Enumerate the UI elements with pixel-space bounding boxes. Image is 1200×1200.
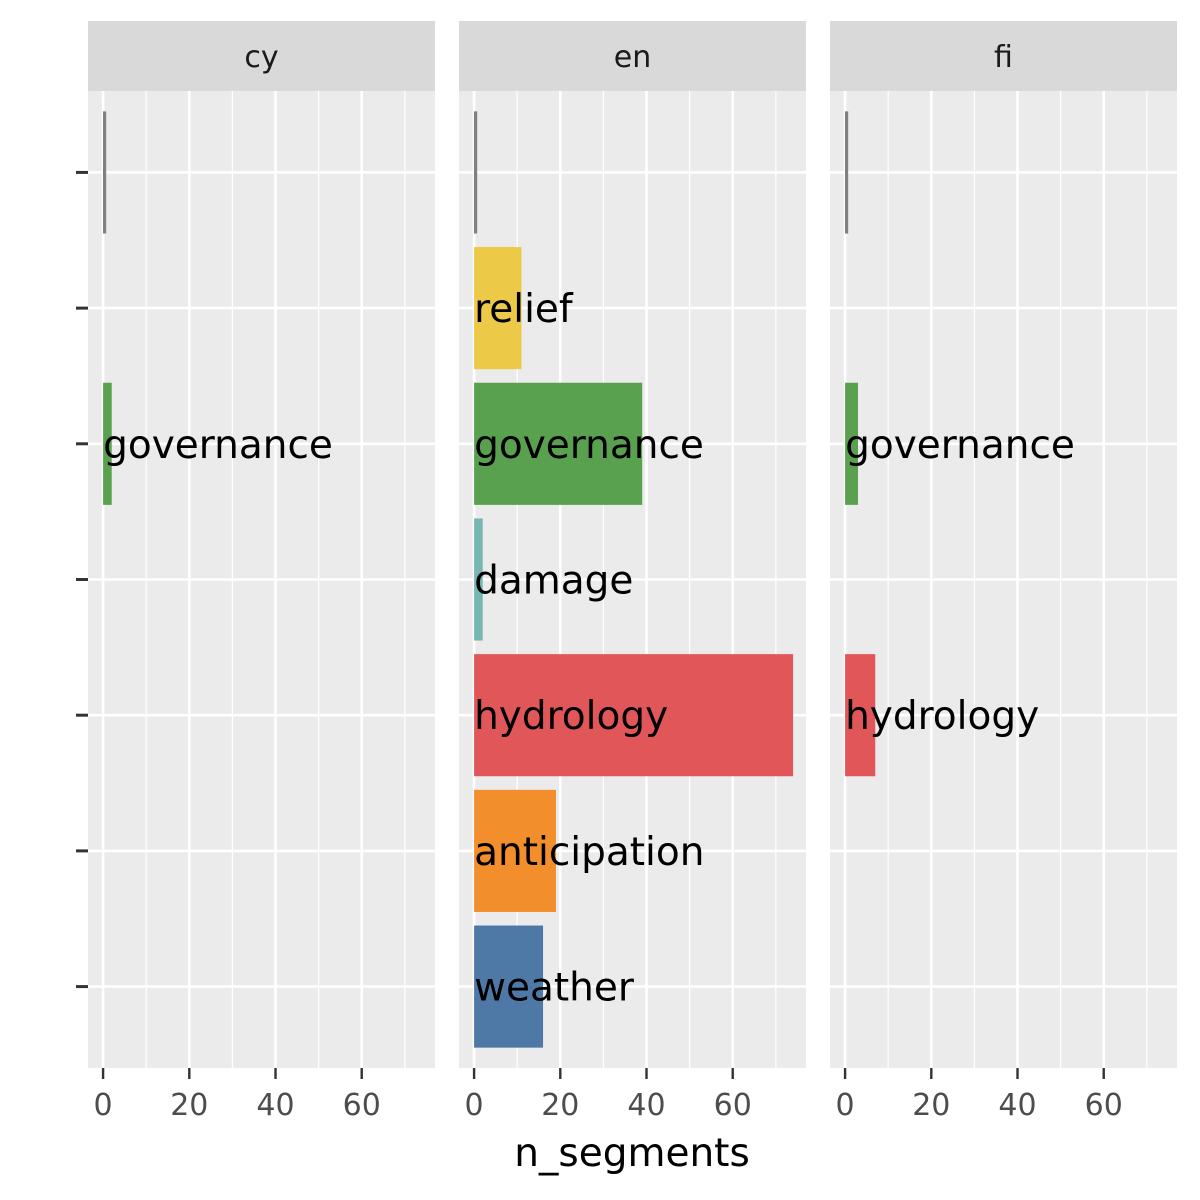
facet-panel-cy: cy governance 0 20 40 60 <box>88 21 435 1123</box>
x-tick-label: 20 <box>541 1088 579 1123</box>
x-tick-label: 60 <box>1085 1088 1123 1123</box>
x-axis-title: n_segments <box>514 1131 750 1176</box>
x-tick-label: 60 <box>714 1088 752 1123</box>
bar-hydrology <box>845 654 876 777</box>
bar-anticipation <box>474 789 556 912</box>
x-tick-label: 40 <box>998 1088 1036 1123</box>
facet-strip-label: cy <box>244 40 278 75</box>
facet-strip <box>830 21 1177 91</box>
bar-label-anticipation: anticipation <box>474 830 704 875</box>
bar-governance <box>103 382 112 505</box>
bar-relief <box>474 247 522 370</box>
bar-damage <box>474 518 483 641</box>
bar-label-hydrology: hydrology <box>474 694 668 739</box>
x-tick-label: 40 <box>256 1088 294 1123</box>
x-tick-label: 0 <box>465 1088 484 1123</box>
bar-label-relief: relief <box>474 287 574 332</box>
bar-label-weather: weather <box>474 966 635 1011</box>
bar-label-governance: governance <box>103 423 333 468</box>
facet-strip-label: en <box>614 40 651 75</box>
x-tick-label: 0 <box>836 1088 855 1123</box>
x-tick-label: 60 <box>343 1088 381 1123</box>
facet-panel-fi: fi governance hydrology 0 20 40 60 <box>830 21 1177 1123</box>
bar-governance <box>474 382 643 505</box>
y-axis <box>76 170 88 989</box>
x-tick-label: 40 <box>627 1088 665 1123</box>
x-tick-label: 20 <box>912 1088 950 1123</box>
x-tick-label: 20 <box>170 1088 208 1123</box>
facet-strip <box>459 21 806 91</box>
facet-panel-en: en relief governance damage hydrology anticip… <box>459 21 806 1123</box>
bar-hydrology <box>474 654 794 777</box>
bar-label-governance: governance <box>845 423 1075 468</box>
facet-strip-label: fi <box>994 40 1013 75</box>
bar-label-hydrology: hydrology <box>845 694 1039 739</box>
facet-strip <box>88 21 435 91</box>
bar-weather <box>474 925 544 1048</box>
bar-governance <box>845 382 859 505</box>
x-tick-label: 0 <box>94 1088 113 1123</box>
bar-label-damage: damage <box>474 559 633 604</box>
bar-label-governance: governance <box>474 423 704 468</box>
facet-panels: cy governance 0 20 40 60 en relief governance dam… <box>88 21 1177 1123</box>
